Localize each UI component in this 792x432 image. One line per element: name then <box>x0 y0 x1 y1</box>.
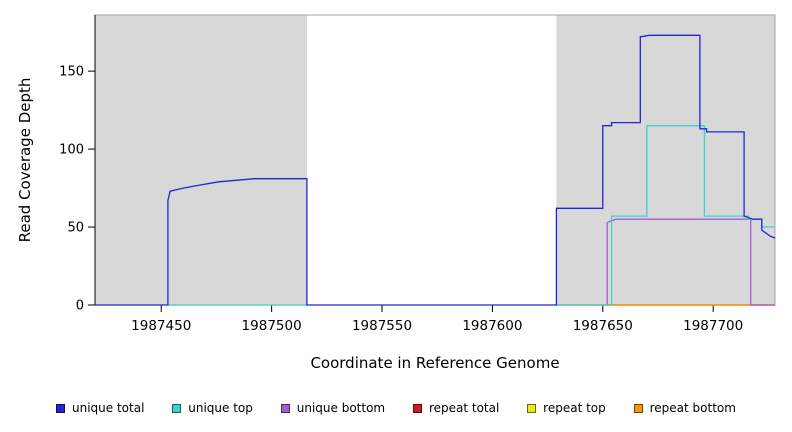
legend-item-unique-bottom: unique bottom <box>280 401 386 415</box>
legend-label: unique total <box>72 401 145 415</box>
legend-swatch-repeat-top <box>527 403 537 413</box>
y-tick-label: 100 <box>59 143 84 158</box>
y-tick-label: 150 <box>59 65 84 80</box>
legend-item-repeat-top: repeat top <box>527 401 606 415</box>
x-tick-label: 1987700 <box>683 318 743 334</box>
legend-label: unique top <box>188 401 253 415</box>
legend: unique total unique top unique bottom repea… <box>0 396 792 420</box>
legend-item-unique-total: unique total <box>56 401 144 415</box>
legend-label: repeat total <box>428 401 500 415</box>
left-gray-region <box>95 15 307 305</box>
legend-swatch-repeat-total <box>412 403 422 413</box>
legend-item-unique-top: unique top <box>172 401 253 415</box>
x-tick-label: 1987600 <box>462 318 522 334</box>
legend-item-repeat-total: repeat total <box>412 401 500 415</box>
series-unique-total <box>95 34 776 306</box>
legend-swatch-unique-bottom <box>280 403 290 413</box>
legend-swatch-unique-total <box>56 403 65 413</box>
x-tick-label: 1987550 <box>352 318 412 334</box>
x-tick-label: 1987650 <box>573 318 633 334</box>
right-gray-region <box>556 15 775 305</box>
legend-swatch-repeat-bottom <box>633 403 643 413</box>
legend-item-repeat-bottom: repeat bottom <box>633 401 736 415</box>
series-unique-bottom <box>606 218 775 306</box>
y-axis-title: Read Coverage Depth <box>16 77 34 243</box>
x-tick-label: 1987450 <box>131 318 191 334</box>
x-axis-title: Coordinate in Reference Genome <box>310 354 560 372</box>
y-tick-label: 0 <box>76 299 84 314</box>
legend-label: repeat top <box>543 401 606 415</box>
legend-swatch-unique-top <box>172 403 182 413</box>
legend-label: repeat bottom <box>649 401 736 415</box>
y-tick-label: 50 <box>67 221 84 236</box>
legend-label: unique bottom <box>296 401 386 415</box>
x-tick-label: 1987500 <box>242 318 302 334</box>
